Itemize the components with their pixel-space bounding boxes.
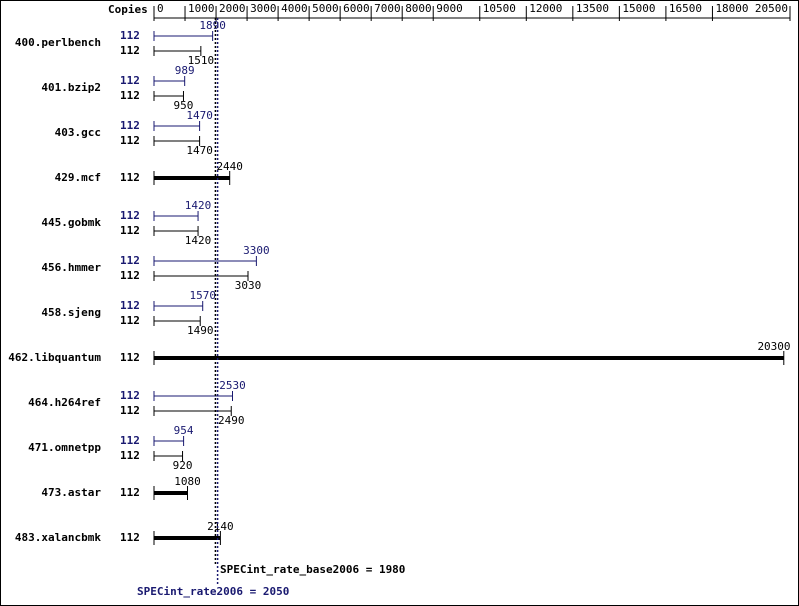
x-tick-label: 15000: [622, 2, 655, 15]
copies-label: 112: [120, 449, 140, 462]
category-label: 471.omnetpp: [28, 441, 101, 454]
copies-label: 112: [120, 29, 140, 42]
bar: [154, 455, 183, 457]
bar: [154, 491, 188, 495]
category-label: 483.xalancbmk: [15, 531, 101, 544]
copies-label: 112: [120, 531, 140, 544]
x-tick-label: 7000: [374, 2, 401, 15]
copies-label: 112: [120, 171, 140, 184]
copies-label: 112: [120, 224, 140, 237]
x-tick-label: 3000: [250, 2, 277, 15]
bar: [154, 440, 184, 442]
bar: [154, 140, 200, 142]
value-label: 954: [174, 424, 194, 437]
x-tick-label: 20500: [755, 2, 788, 15]
x-tick-label: 5000: [312, 2, 339, 15]
copies-label: 112: [120, 269, 140, 282]
copies-label: 112: [120, 434, 140, 447]
bar: [154, 305, 203, 307]
x-tick-label: 4000: [281, 2, 308, 15]
copies-label: 112: [120, 209, 140, 222]
bar: [154, 275, 249, 277]
category-label: 458.sjeng: [41, 306, 101, 319]
value-label: 1510: [188, 54, 215, 67]
x-tick-label: 9000: [436, 2, 463, 15]
x-tick-label: 12000: [529, 2, 562, 15]
value-label: 3300: [243, 244, 270, 257]
bar: [154, 176, 230, 180]
x-tick-label: 8000: [405, 2, 432, 15]
bar: [154, 50, 201, 52]
category-label: 473.astar: [41, 486, 101, 499]
value-label: 1420: [185, 234, 212, 247]
value-label: 1490: [187, 324, 214, 337]
x-tick-label: 2000: [219, 2, 246, 15]
value-label: 1570: [189, 289, 216, 302]
category-label: 456.hmmer: [41, 261, 101, 274]
value-label: 3030: [235, 279, 262, 292]
value-label: 920: [173, 459, 193, 472]
bar: [154, 536, 221, 540]
copies-label: 112: [120, 486, 140, 499]
category-label: 401.bzip2: [41, 81, 101, 94]
value-label: 2440: [216, 160, 243, 173]
bar: [154, 320, 201, 322]
value-label: 20300: [757, 340, 790, 353]
x-tick-label: 1000: [188, 2, 215, 15]
copies-label: 112: [120, 254, 140, 267]
copies-label: 112: [120, 89, 140, 102]
bar: [154, 395, 233, 397]
copies-label: 112: [120, 74, 140, 87]
x-tick-label: 6000: [343, 2, 370, 15]
copies-label: 112: [120, 134, 140, 147]
bar: [154, 410, 232, 412]
reference-label: SPECint_rate2006 = 2050: [137, 585, 289, 598]
bar: [154, 95, 184, 97]
value-label: 1470: [186, 144, 213, 157]
x-tick-label: 10500: [483, 2, 516, 15]
x-tick-label: 16500: [669, 2, 702, 15]
copies-label: 112: [120, 314, 140, 327]
category-label: 464.h264ref: [28, 396, 101, 409]
copies-header: Copies: [108, 3, 148, 16]
value-label: 1890: [199, 19, 226, 32]
value-label: 989: [175, 64, 195, 77]
bar: [154, 215, 199, 217]
bar: [154, 356, 784, 360]
bar: [154, 260, 257, 262]
category-label: 429.mcf: [55, 171, 101, 184]
value-label: 2140: [207, 520, 234, 533]
x-tick-label: 13500: [576, 2, 609, 15]
copies-label: 112: [120, 119, 140, 132]
bar: [154, 35, 213, 37]
category-label: 462.libquantum: [8, 351, 101, 364]
copies-label: 112: [120, 404, 140, 417]
category-label: 403.gcc: [55, 126, 101, 139]
category-label: 400.perlbench: [15, 36, 101, 49]
bar: [154, 125, 200, 127]
value-label: 1420: [185, 199, 212, 212]
value-label: 950: [174, 99, 194, 112]
copies-label: 112: [120, 351, 140, 364]
copies-label: 112: [120, 44, 140, 57]
x-tick-label: 18000: [715, 2, 748, 15]
copies-label: 112: [120, 299, 140, 312]
value-label: 2530: [219, 379, 246, 392]
x-tick-label: 0: [157, 2, 164, 15]
reference-label: SPECint_rate_base2006 = 1980: [220, 563, 405, 576]
value-label: 1080: [174, 475, 201, 488]
value-label: 2490: [218, 414, 245, 427]
bar: [154, 230, 199, 232]
value-label: 1470: [186, 109, 213, 122]
category-label: 445.gobmk: [41, 216, 101, 229]
copies-label: 112: [120, 389, 140, 402]
bar: [154, 80, 185, 82]
